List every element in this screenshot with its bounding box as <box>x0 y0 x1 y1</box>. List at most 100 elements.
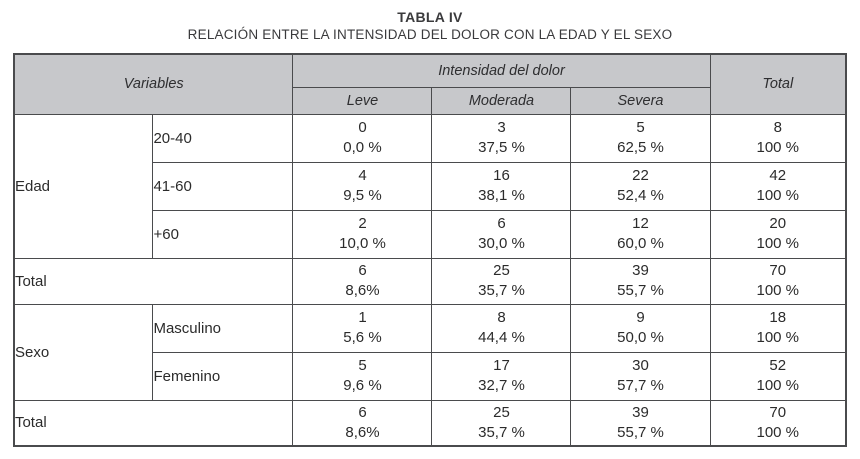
percent-value: 100 % <box>756 329 800 346</box>
count-value: 6 <box>497 215 506 232</box>
percent-value: 52,4 % <box>617 187 664 204</box>
table-cell: 42 100 % <box>709 161 847 211</box>
count-value: 16 <box>493 167 510 184</box>
count-value: 3 <box>497 119 506 136</box>
table-cell: 9 50,0 % <box>570 303 711 353</box>
percent-value: 50,0 % <box>617 329 664 346</box>
table-cell: 52 100 % <box>709 351 847 401</box>
count-value: 6 <box>358 262 367 279</box>
percent-value: 38,1 % <box>478 187 525 204</box>
table-cell: 70 100 % <box>709 257 847 305</box>
table-cell: 39 55,7 % <box>570 399 711 447</box>
table-cell: 25 35,7 % <box>431 399 572 447</box>
count-value: 12 <box>632 215 649 232</box>
count-value: 8 <box>497 309 506 326</box>
percent-value: 60,0 % <box>617 235 664 252</box>
percent-value: 55,7 % <box>617 423 664 441</box>
percent-value: 35,7 % <box>478 282 525 299</box>
table-cell: 8 44,4 % <box>431 303 572 353</box>
page-title: TABLA IV <box>397 9 463 25</box>
table-cell: 2 10,0 % <box>292 209 433 259</box>
percent-value: 35,7 % <box>478 423 525 441</box>
table-row-edad-20-40: Edad 20-40 0 0,0 % 3 37,5 % 5 62,5 % 8 100 % <box>13 113 847 259</box>
count-value: 5 <box>358 357 367 374</box>
percent-value: 100 % <box>756 139 800 156</box>
count-value: 42 <box>769 167 787 184</box>
count-value: 70 <box>769 262 787 279</box>
table-row-sexo-masculino: Sexo Masculino 1 5,6 % 8 44,4 % 9 50,0 % 18… <box>13 303 847 401</box>
percent-value: 30,0 % <box>478 235 525 252</box>
percent-value: 44,4 % <box>478 329 525 346</box>
row-label: Masculino <box>152 303 294 353</box>
count-value: 22 <box>632 167 649 184</box>
table-cell: 70 100 % <box>709 399 847 447</box>
count-value: 0 <box>358 119 367 136</box>
group-label-sexo: Sexo <box>13 303 154 401</box>
header-variables: Variables <box>13 53 294 115</box>
header-severa: Severa <box>570 86 711 115</box>
percent-value: 100 % <box>756 377 800 394</box>
table-cell: 6 8,6% <box>292 399 433 447</box>
count-value: 8 <box>773 119 782 136</box>
table-cell: 22 52,4 % <box>570 161 711 211</box>
count-value: 1 <box>358 309 367 326</box>
data-table: Variables Intensidad del dolor Total Lev… <box>12 53 848 447</box>
row-label-total: Total <box>13 257 294 305</box>
count-value: 2 <box>358 215 367 232</box>
group-label-edad: Edad <box>13 113 154 259</box>
table-cell: 16 38,1 % <box>431 161 572 211</box>
percent-value: 9,5 % <box>343 187 382 204</box>
percent-value: 8,6% <box>345 423 380 441</box>
count-value: 5 <box>636 119 645 136</box>
table-caption: TABLA IV RELACIÓN ENTRE LA INTENSIDAD DE… <box>0 0 860 44</box>
row-label: 20-40 <box>152 113 294 163</box>
table-cell: 4 9,5 % <box>292 161 433 211</box>
count-value: 9 <box>636 309 645 326</box>
header-intensidad-del-dolor: Intensidad del dolor <box>292 53 711 88</box>
table-cell: 6 8,6% <box>292 257 433 305</box>
percent-value: 9,6 % <box>343 377 382 394</box>
percent-value: 37,5 % <box>478 139 525 156</box>
percent-value: 100 % <box>756 235 800 252</box>
table-cell: 20 100 % <box>709 209 847 259</box>
count-value: 25 <box>493 262 510 279</box>
percent-value: 55,7 % <box>617 282 664 299</box>
table-cell: 17 32,7 % <box>431 351 572 401</box>
count-value: 17 <box>493 357 510 374</box>
table-row-total-edad: Total 6 8,6% 25 35,7 % 39 55,7 % 70 100 % <box>13 257 847 305</box>
row-label: 41-60 <box>152 161 294 211</box>
percent-value: 0,0 % <box>343 139 382 156</box>
percent-value: 100 % <box>756 423 800 441</box>
count-value: 20 <box>769 215 787 232</box>
table-cell: 12 60,0 % <box>570 209 711 259</box>
page-subtitle: RELACIÓN ENTRE LA INTENSIDAD DEL DOLOR C… <box>187 27 673 42</box>
percent-value: 10,0 % <box>339 235 386 252</box>
table-row-total-sexo: Total 6 8,6% 25 35,7 % 39 55,7 % 70 100 % <box>13 399 847 447</box>
table-cell: 6 30,0 % <box>431 209 572 259</box>
row-label-total: Total <box>13 399 294 447</box>
row-label: +60 <box>152 209 294 259</box>
percent-value: 100 % <box>756 282 800 299</box>
percent-value: 8,6% <box>345 282 380 299</box>
table-cell: 8 100 % <box>709 113 847 163</box>
header-moderada: Moderada <box>431 86 572 115</box>
row-label: Femenino <box>152 351 294 401</box>
header-row-group: Variables Intensidad del dolor Total <box>13 53 847 115</box>
count-value: 52 <box>769 357 787 374</box>
percent-value: 5,6 % <box>343 329 382 346</box>
header-row-subcolumns: Leve Moderada Severa <box>14 86 846 115</box>
percent-value: 62,5 % <box>617 139 664 156</box>
count-value: 6 <box>358 403 367 421</box>
table-cell: 25 35,7 % <box>431 257 572 305</box>
table-cell: 5 9,6 % <box>292 351 433 401</box>
table-cell: 30 57,7 % <box>570 351 711 401</box>
count-value: 39 <box>632 403 649 421</box>
table-cell: 5 62,5 % <box>570 113 711 163</box>
table-cell: 3 37,5 % <box>431 113 572 163</box>
table-cell: 0 0,0 % <box>292 113 433 163</box>
count-value: 30 <box>632 357 649 374</box>
percent-value: 100 % <box>756 187 800 204</box>
percent-value: 32,7 % <box>478 377 525 394</box>
count-value: 18 <box>769 309 787 326</box>
header-total: Total <box>709 53 847 115</box>
